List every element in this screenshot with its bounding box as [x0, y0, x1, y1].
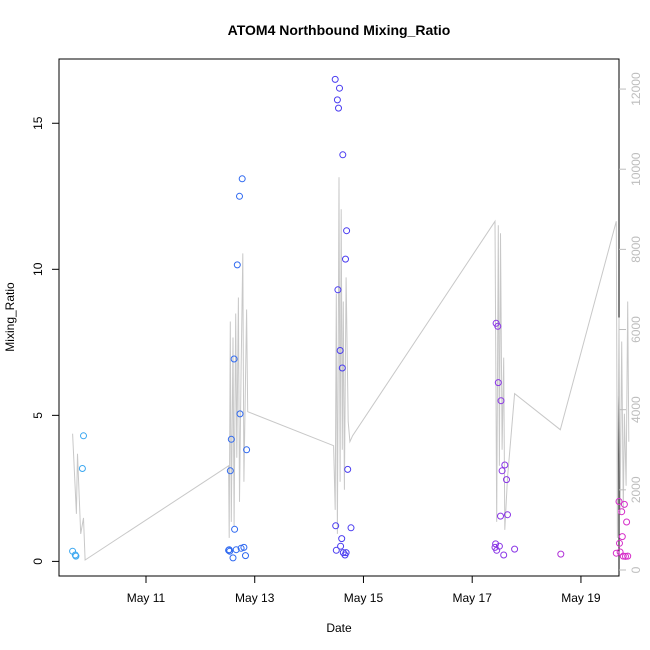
data-point	[336, 347, 344, 354]
x-axis-label: Date	[326, 621, 352, 635]
data-point	[243, 446, 251, 454]
data-point	[343, 227, 351, 235]
data-point	[333, 96, 341, 104]
y-axis: 0 5 10 15	[31, 116, 59, 565]
data-point	[225, 546, 233, 554]
data-point	[342, 549, 350, 557]
data-point	[338, 535, 346, 543]
data-point	[242, 552, 249, 560]
data-point	[498, 467, 506, 475]
y2-tick-label: 4000	[629, 396, 643, 423]
data-point	[495, 542, 503, 550]
data-point	[557, 550, 565, 558]
data-point	[623, 518, 631, 526]
data-point	[227, 435, 235, 443]
data-point	[236, 192, 243, 200]
y2-tick-label: 12000	[629, 72, 643, 106]
data-point	[232, 546, 240, 554]
x-axis: May 11 May 13 May 15 May 17 May 19	[127, 576, 601, 605]
data-point	[231, 525, 239, 533]
y-axis-label: Mixing_Ratio	[3, 282, 17, 352]
y2-tick-label: 8000	[629, 236, 643, 263]
data-point	[618, 508, 626, 516]
data-point	[236, 410, 244, 418]
data-point	[616, 548, 624, 556]
data-point	[238, 175, 246, 183]
data-point	[226, 547, 234, 555]
y2-tick-label: 2000	[629, 476, 643, 503]
altitude-trace	[72, 177, 630, 561]
data-point	[230, 355, 238, 363]
data-point	[344, 465, 352, 473]
data-point	[229, 554, 237, 562]
data-point	[492, 540, 500, 548]
data-point	[332, 522, 340, 530]
data-point	[618, 533, 626, 541]
data-point	[501, 461, 509, 469]
data-points	[69, 75, 632, 562]
x-tick-label: May 15	[344, 591, 384, 605]
data-point	[497, 512, 504, 520]
altitude-trace-line	[72, 177, 630, 561]
data-point	[331, 75, 339, 83]
data-point	[494, 322, 502, 330]
data-point	[338, 364, 346, 372]
x-tick-label: May 17	[453, 591, 493, 605]
plot-frame	[58, 58, 620, 577]
y2-tick-label: 6000	[629, 316, 643, 343]
data-point	[80, 432, 87, 440]
data-point	[337, 542, 345, 550]
y-tick-label: 10	[31, 262, 45, 276]
data-point	[347, 524, 355, 532]
data-point	[233, 261, 241, 269]
data-point	[615, 498, 623, 505]
data-point	[503, 476, 510, 484]
data-point	[237, 544, 245, 552]
x-tick-label: May 19	[561, 591, 601, 605]
data-point	[240, 543, 248, 551]
secondary-y-axis: 0 2000 4000 6000 8000 10000 12000	[619, 72, 643, 573]
data-point	[620, 500, 628, 508]
y2-tick-label: 0	[629, 566, 643, 573]
data-point	[334, 286, 342, 294]
y-tick-label: 5	[31, 412, 45, 419]
data-point	[339, 151, 347, 159]
data-point	[612, 549, 620, 557]
data-point	[497, 397, 505, 405]
y2-tick-label: 10000	[629, 152, 643, 186]
data-point	[511, 545, 519, 553]
data-point	[332, 546, 340, 554]
data-point	[624, 552, 632, 560]
data-point	[500, 551, 508, 559]
y-tick-label: 15	[31, 116, 45, 130]
data-point	[335, 104, 342, 112]
data-point	[226, 467, 234, 475]
data-point	[494, 379, 502, 387]
data-point	[72, 552, 80, 560]
x-tick-label: May 13	[235, 591, 275, 605]
data-point	[616, 539, 623, 547]
x-tick-label: May 11	[127, 591, 166, 605]
y-tick-label: 0	[31, 558, 45, 565]
data-point	[342, 255, 349, 263]
chart-title: ATOM4 Northbound Mixing_Ratio	[228, 22, 451, 38]
data-point	[78, 465, 86, 472]
data-point	[504, 511, 511, 519]
data-point	[336, 84, 343, 92]
